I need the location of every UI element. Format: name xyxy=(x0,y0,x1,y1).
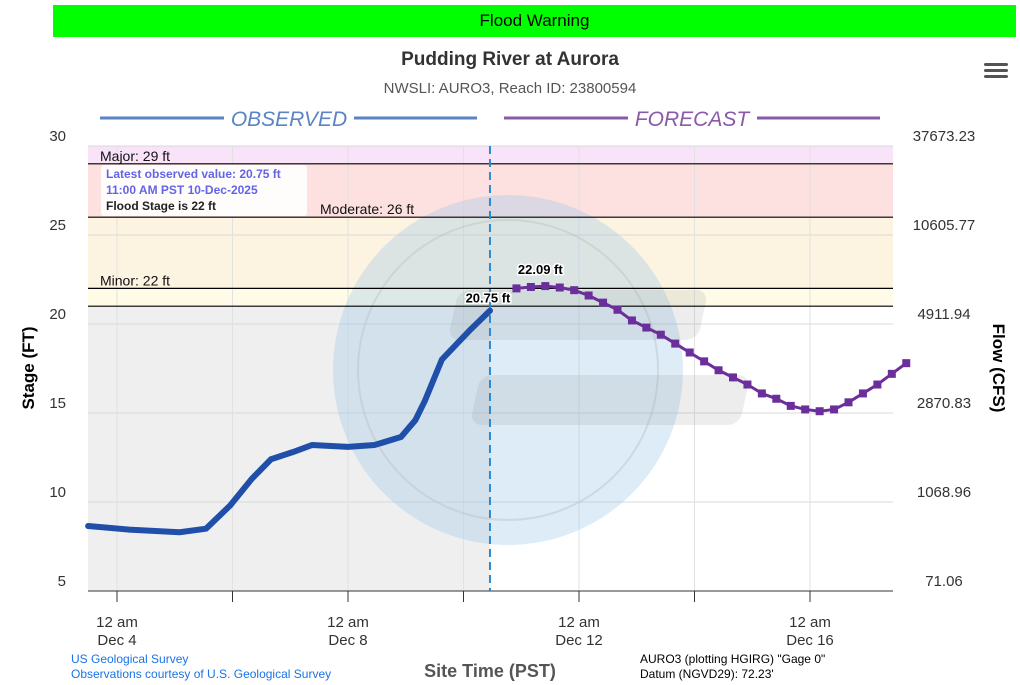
y2-tick-label: 2870.83 xyxy=(917,395,971,412)
flood-warning-banner: Flood Warning xyxy=(53,5,1016,37)
forecast-point xyxy=(772,394,781,403)
hamburger-menu-icon[interactable] xyxy=(984,60,1008,80)
y-tick-label: 20 xyxy=(49,306,66,323)
y-tick-label: 10 xyxy=(49,484,66,501)
noaa-seal-ring xyxy=(357,219,659,521)
tooltip-latest-value: Latest observed value: 20.75 ft xyxy=(106,167,281,181)
chart-subtitle: NWSLI: AURO3, Reach ID: 23800594 xyxy=(383,80,637,97)
y2-tick-label: 10605.77 xyxy=(913,217,976,234)
tooltip-flood-stage: Flood Stage is 22 ft xyxy=(106,199,217,213)
plotting-note: AURO3 (plotting HGIRG) "Gage 0" xyxy=(640,652,826,666)
tooltip-time: 11:00 AM PST 10-Dec-2025 xyxy=(106,183,258,197)
forecast-point xyxy=(714,366,723,375)
forecast-point xyxy=(743,380,752,389)
usgs-courtesy-link[interactable]: Observations courtesy of U.S. Geological… xyxy=(71,667,332,681)
y-tick-label: 30 xyxy=(49,128,66,145)
forecast-point xyxy=(570,286,579,295)
forecast-point xyxy=(685,348,694,357)
forecast-point xyxy=(599,298,608,307)
x-tick-date: Dec 12 xyxy=(555,632,603,649)
y2-tick-label: 71.06 xyxy=(925,573,963,590)
forecast-series-line xyxy=(516,284,908,413)
latest-value-tooltip: Latest observed value: 20.75 ft 11:00 AM… xyxy=(101,165,307,216)
y-tick-label: 15 xyxy=(49,395,66,412)
forecast-point xyxy=(873,380,882,389)
forecast-point xyxy=(584,291,593,300)
y2-axis-title: Flow (CFS) xyxy=(989,324,1008,413)
forecast-point xyxy=(830,405,839,414)
chart-title: Pudding River at Aurora xyxy=(401,49,619,70)
forecast-point xyxy=(801,405,810,414)
forecast-peak-label: 22.09 ft xyxy=(518,262,563,277)
forecast-point xyxy=(700,357,709,366)
x-tick-date: Dec 8 xyxy=(328,632,367,649)
y2-tick-label: 1068.96 xyxy=(917,484,971,501)
forecast-point xyxy=(887,369,896,378)
x-tick-label: 12 am xyxy=(96,614,138,631)
forecast-point xyxy=(815,407,824,416)
x-tick-label: 12 am xyxy=(789,614,831,631)
x-tick-date: Dec 16 xyxy=(786,632,834,649)
forecast-point xyxy=(613,305,622,314)
forecast-point xyxy=(858,389,867,398)
forecast-point xyxy=(902,359,911,368)
forecast-point xyxy=(555,283,564,292)
y-tick-label: 25 xyxy=(49,217,66,234)
forecast-point xyxy=(627,316,636,325)
official-watermark-shape xyxy=(450,290,707,340)
noaa-seal-watermark xyxy=(333,195,683,545)
threshold-label-moderate: Moderate: 26 ft xyxy=(320,201,414,217)
forecast-point xyxy=(642,323,651,332)
y-axis-title: Stage (FT) xyxy=(19,326,38,409)
y2-tick-label: 37673.23 xyxy=(913,128,976,145)
y2-tick-label: 4911.94 xyxy=(917,306,970,323)
forecast-header: FORECAST xyxy=(635,108,752,131)
forecast-point xyxy=(526,282,535,291)
band-major xyxy=(88,146,893,164)
observed-header: OBSERVED xyxy=(231,108,347,131)
x-tick-label: 12 am xyxy=(327,614,369,631)
x-tick-date: Dec 4 xyxy=(97,632,136,649)
datum-note: Datum (NGVD29): 72.23' xyxy=(640,667,774,681)
x-axis-title: Site Time (PST) xyxy=(424,661,556,681)
threshold-label-major: Major: 29 ft xyxy=(100,148,170,164)
forecast-point xyxy=(729,373,737,382)
observed-latest-label: 20.75 ft xyxy=(466,291,511,306)
forecast-point xyxy=(512,284,521,293)
y-tick-label: 5 xyxy=(58,573,66,590)
usgs-link[interactable]: US Geological Survey xyxy=(71,652,189,666)
forecast-point xyxy=(656,330,665,339)
x-tick-label: 12 am xyxy=(558,614,600,631)
band-action xyxy=(88,288,893,307)
forecast-point xyxy=(786,401,795,410)
threshold-label-minor: Minor: 22 ft xyxy=(100,272,170,288)
forecast-point xyxy=(671,339,680,348)
forecast-point xyxy=(844,398,853,407)
forecast-watermark-shape xyxy=(471,375,749,425)
forecast-point xyxy=(541,282,550,291)
forecast-point xyxy=(757,389,766,398)
